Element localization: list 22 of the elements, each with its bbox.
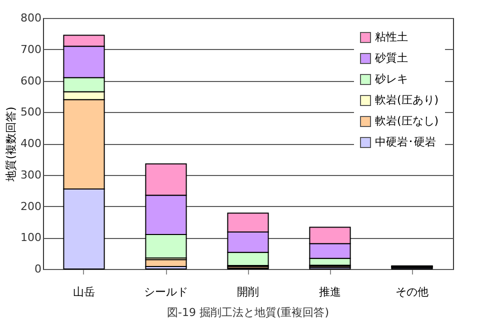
y-tick-label: 800	[20, 12, 42, 24]
legend-label: 砂レキ	[374, 72, 408, 86]
y-tick-label: 500	[20, 106, 42, 119]
y-tick-label: 400	[20, 137, 42, 150]
legend-label: 軟岩(圧なし)	[375, 114, 439, 128]
x-tick-label: その他	[396, 286, 428, 298]
y-tick-label: 300	[20, 168, 42, 182]
y-tick-label: 100	[20, 231, 42, 244]
y-tick-label: 600	[20, 74, 42, 88]
legend-label: 粘性土	[375, 30, 408, 44]
x-tick-label: 開削	[237, 286, 259, 298]
y-tick-label: 700	[20, 42, 42, 56]
x-tick-label: シールド	[144, 286, 188, 298]
x-tick-label: 山岳	[73, 286, 95, 298]
legend-label: 軟岩(圧あり)	[375, 94, 439, 106]
legend-label: 砂質土	[374, 52, 408, 64]
text: 図-19 掘削工法と地質(重複回答)	[166, 306, 330, 319]
x-tick-label: 推進	[319, 286, 341, 298]
legend-label: 中硬岩･硬岩	[375, 136, 436, 148]
y-axis-title: 地質(複数回答)	[4, 106, 18, 182]
y-tick-label: 0	[34, 262, 42, 276]
y-tick-label: 200	[20, 200, 42, 213]
